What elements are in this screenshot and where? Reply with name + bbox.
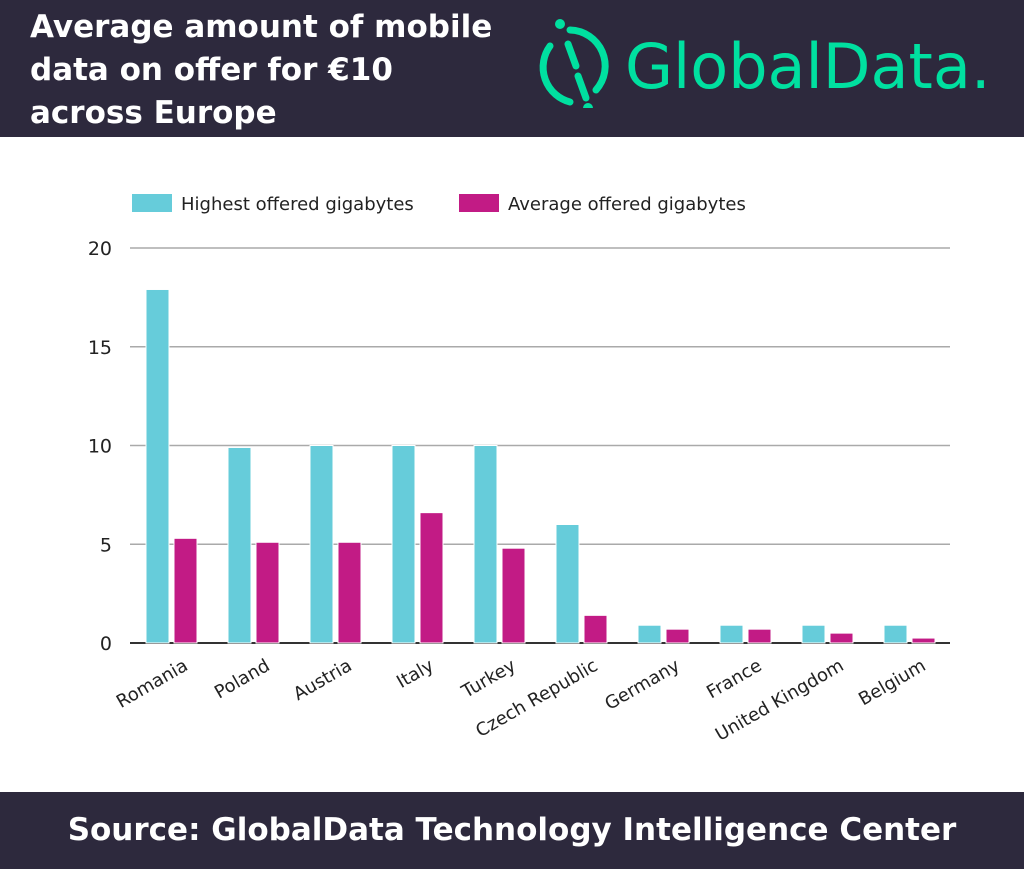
y-tick-label: 15	[88, 337, 112, 359]
bar-average	[747, 628, 772, 644]
legend-label-highest: Highest offered gigabytes	[181, 194, 414, 215]
source-footer: Source: GlobalData Technology Intelligen…	[0, 792, 1024, 869]
bar-average	[665, 628, 690, 644]
x-tick-label: Germany	[601, 655, 683, 715]
legend-swatch-highest	[132, 194, 172, 212]
x-tick-label: Italy	[393, 655, 438, 693]
globaldata-logo: GlobalData.	[539, 19, 991, 108]
chart-title: Average amount of mobile data on offer f…	[30, 9, 493, 131]
x-tick-label: Austria	[290, 655, 356, 705]
bar-highest	[227, 446, 252, 644]
bar-highest	[555, 524, 580, 644]
x-tick-label: Turkey	[457, 655, 519, 703]
bar-average	[419, 512, 444, 644]
bar-average	[583, 614, 608, 644]
logo-text: GlobalData.	[625, 30, 991, 103]
bar-average	[255, 541, 280, 644]
bar-highest	[309, 445, 334, 644]
y-tick-label: 5	[100, 534, 112, 556]
bar-average	[829, 632, 854, 644]
bar-highest	[637, 624, 662, 644]
bar-chart: Highest offered gigabytes Average offere…	[88, 194, 950, 746]
x-tick-label: France	[703, 655, 765, 703]
x-tick-label: Belgium	[855, 655, 929, 710]
bar-highest	[145, 288, 170, 644]
bar-average	[173, 537, 198, 644]
bar-highest	[473, 445, 498, 644]
legend: Highest offered gigabytes Average offere…	[132, 194, 746, 215]
bar-highest	[391, 445, 416, 644]
x-tick-label: Romania	[113, 655, 192, 713]
y-tick-label: 0	[100, 633, 112, 655]
bar-highest	[801, 624, 826, 644]
bar-average	[501, 547, 526, 644]
bar-average	[337, 541, 362, 644]
legend-label-average: Average offered gigabytes	[508, 194, 746, 215]
bar-highest	[719, 624, 744, 644]
y-tick-label: 20	[88, 238, 112, 260]
x-tick-label: Poland	[211, 655, 274, 703]
y-tick-label: 10	[88, 436, 112, 458]
header-banner: Average amount of mobile data on offer f…	[0, 0, 1024, 137]
legend-swatch-average	[459, 194, 499, 212]
bar-average	[911, 637, 936, 644]
bar-highest	[883, 624, 908, 644]
